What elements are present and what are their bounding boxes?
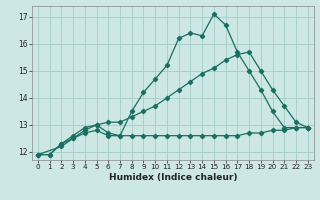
- X-axis label: Humidex (Indice chaleur): Humidex (Indice chaleur): [108, 173, 237, 182]
